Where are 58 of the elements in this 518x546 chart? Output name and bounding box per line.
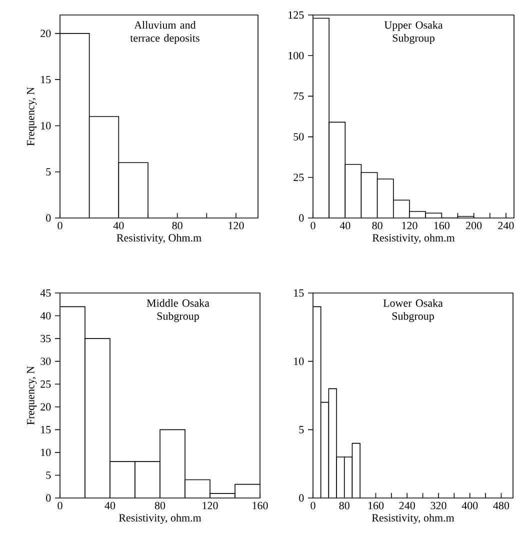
text: Middle Osaka Subgroup (146, 299, 210, 322)
x-tick-label: 80 (339, 502, 350, 510)
x-tick-label: 240 (498, 222, 514, 230)
x-tick-label: 160 (434, 222, 450, 230)
y-tick-label: 0 (299, 494, 304, 502)
x-tick-label: 160 (252, 502, 268, 510)
x-tick-label: 80 (172, 222, 182, 230)
text: Upper Osaka Subgroup (384, 21, 443, 44)
x-tick-label: 480 (493, 502, 510, 510)
y-tick-label: 25 (40, 380, 51, 388)
y-tick-label: 15 (41, 76, 51, 84)
x-axis-title: Resistivity, ohm.m (372, 514, 454, 524)
x-axis-title: Resistivity, Ohm.m (116, 234, 202, 244)
x-tick-label: 40 (104, 502, 116, 510)
y-axis-title: Frequency, N (27, 87, 37, 146)
x-tick-label: 160 (368, 502, 384, 510)
x-tick-label: 40 (113, 222, 124, 230)
y-tick-label: 10 (294, 358, 304, 366)
y-tick-label: 35 (40, 334, 51, 342)
y-tick-label: 0 (46, 214, 51, 222)
text: Lower Osaka Subgroup (383, 299, 443, 322)
x-tick-label: 80 (154, 502, 166, 510)
y-tick-label: 50 (294, 133, 304, 141)
y-tick-label: 0 (299, 214, 304, 222)
y-tick-label: 30 (40, 358, 51, 366)
x-tick-label: 120 (228, 222, 244, 230)
y-tick-label: 15 (41, 426, 51, 434)
x-axis-title: Resistivity, ohm.m (118, 514, 202, 524)
y-tick-label: 20 (40, 30, 51, 38)
x-tick-label: 320 (430, 502, 446, 510)
x-tick-label: 240 (399, 502, 415, 510)
y-tick-label: 5 (46, 168, 51, 176)
y-tick-label: 25 (294, 174, 304, 182)
y-tick-label: 40 (40, 312, 51, 320)
x-tick-label: 200 (466, 222, 482, 230)
y-tick-label: 15 (294, 289, 304, 297)
x-tick-label: 400 (462, 502, 478, 510)
x-tick-label: 40 (340, 222, 350, 230)
y-tick-label: 5 (46, 472, 51, 479)
x-tick-label: 0 (58, 222, 62, 230)
y-tick-label: 20 (40, 403, 51, 411)
x-tick-label: 80 (372, 222, 382, 230)
y-tick-label: 45 (40, 289, 51, 297)
x-tick-label: 120 (402, 222, 418, 230)
y-tick-label: 0 (46, 494, 51, 502)
x-tick-label: 0 (58, 502, 62, 510)
y-tick-label: 5 (299, 426, 304, 434)
x-axis-title: Resistivity, ohm.m (372, 234, 455, 244)
y-tick-label: 75 (294, 92, 304, 100)
y-tick-label: 100 (288, 52, 304, 60)
y-axis-title: Frequency, N (27, 366, 37, 425)
x-tick-label: 120 (202, 502, 218, 510)
y-tick-label: 10 (41, 448, 51, 456)
x-tick-label: 0 (310, 222, 316, 230)
text: Alluvium and terrace deposits (130, 21, 200, 44)
y-tick-label: 125 (288, 11, 304, 19)
x-tick-label: 0 (310, 502, 316, 510)
y-tick-label: 10 (41, 122, 51, 130)
